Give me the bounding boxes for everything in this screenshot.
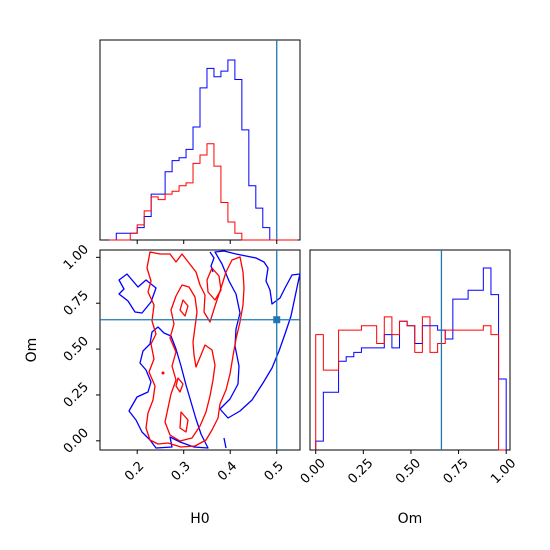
om-xtick-label-0: 0.00 — [298, 456, 329, 487]
contour-xtick-label-0: 0.2 — [122, 459, 147, 484]
contour-ytick-label-0: 0.00 — [61, 426, 92, 457]
om-xtick-label-2: 0.50 — [393, 456, 424, 487]
contour-blue-outer — [128, 326, 209, 449]
om-xtick-label-3: 0.75 — [441, 456, 472, 487]
contour-red-inner-blob-1 — [179, 411, 189, 433]
contour-ytick-label-3: 0.75 — [61, 288, 92, 319]
contour-red — [145, 251, 245, 448]
h0-hist-ticks — [136, 240, 278, 244]
contour-xtick-label-3: 0.5 — [262, 459, 287, 484]
contour-ytick-label-1: 0.25 — [61, 380, 92, 411]
h0-hist-series-1 — [109, 143, 298, 241]
contour-red-inner-blob-3 — [179, 299, 189, 317]
contour-blue-left-lobe — [118, 273, 157, 314]
om-xtick-label-1: 0.25 — [345, 456, 376, 487]
contour-ytick-label-4: 1.00 — [61, 242, 92, 273]
om-histogram-panel: 0.00 0.25 0.50 0.75 1.00 Om — [298, 249, 519, 527]
h0-histogram-panel — [99, 39, 301, 244]
h0-hist-series — [109, 59, 298, 241]
contour-red-inner — [164, 284, 216, 442]
om-hist-series-0 — [315, 267, 507, 450]
om-hist-ticks: 0.00 0.25 0.50 0.75 1.00 — [298, 450, 519, 487]
h0-hist-series-0 — [109, 59, 298, 241]
contour-frame — [99, 249, 301, 451]
contour-truth-marker — [273, 316, 281, 324]
contour-ytick-label-2: 0.50 — [61, 334, 92, 365]
h0-om-contour-panel: 0.2 0.3 0.4 0.5 0.00 0.25 0.50 0.75 1.00 H0 Om — [24, 242, 301, 527]
contour-blue — [118, 250, 301, 449]
contour-ticks: 0.2 0.3 0.4 0.5 0.00 0.25 0.50 0.75 1.00 — [61, 242, 287, 484]
om-hist-series-1 — [315, 316, 507, 451]
om-y-axis-label: Om — [24, 338, 40, 363]
contour-xtick-label-1: 0.3 — [169, 459, 194, 484]
contour-blue-outer-right — [214, 250, 301, 419]
contour-red-dot — [161, 371, 165, 375]
om-hist-series — [315, 267, 507, 451]
h0-hist-frame — [99, 39, 301, 241]
h0-axis-label: H0 — [190, 511, 209, 527]
om-axis-label: Om — [398, 511, 423, 527]
contour-red-inner-blob-2 — [175, 377, 184, 393]
om-hist-frame — [309, 249, 511, 451]
contour-red-topright-lobe — [206, 267, 222, 301]
contour-blue-bottom-tail — [223, 437, 227, 449]
om-xtick-label-4: 1.00 — [488, 456, 519, 487]
contour-xtick-label-2: 0.4 — [215, 459, 240, 484]
contour-red-outer — [145, 251, 245, 448]
